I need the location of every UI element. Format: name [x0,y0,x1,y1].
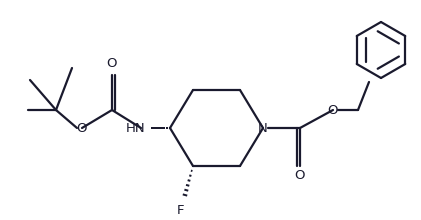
Text: HN: HN [125,121,145,134]
Text: O: O [77,121,87,134]
Text: N: N [258,121,268,134]
Text: O: O [328,103,338,117]
Text: O: O [107,57,117,70]
Text: F: F [177,204,185,216]
Text: O: O [295,169,305,182]
